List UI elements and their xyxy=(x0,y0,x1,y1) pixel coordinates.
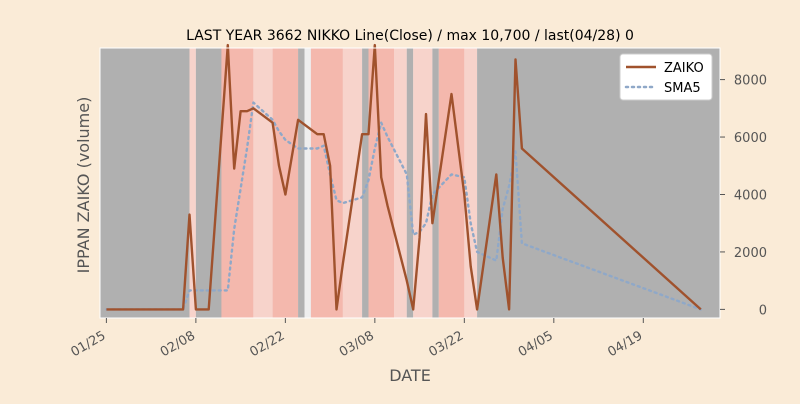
series-line-zaiko xyxy=(106,43,702,311)
band-mid-8 xyxy=(342,48,363,318)
series-lines xyxy=(105,43,702,311)
band-mid-4 xyxy=(253,48,273,318)
legend-zaiko-label: ZAIKO xyxy=(664,61,704,76)
band-high-7 xyxy=(310,48,343,318)
y-tick-label: 2000 xyxy=(734,246,767,261)
x-tick-label: 04/19 xyxy=(605,328,645,360)
x-tick-label: 01/25 xyxy=(68,328,108,360)
band-closed-12 xyxy=(406,48,414,318)
series-line-sma5 xyxy=(105,101,702,311)
band-closed-0 xyxy=(100,48,190,318)
x-axis-label: DATE xyxy=(389,366,431,385)
band-mid-1 xyxy=(189,48,196,318)
x-tick-label: 03/08 xyxy=(337,328,377,360)
y-tick-label: 8000 xyxy=(734,74,767,89)
band-closed-6 xyxy=(298,48,305,318)
y-axis: 0 2000 4000 6000 8000 xyxy=(720,74,767,318)
band-high-5 xyxy=(272,48,299,318)
x-tick-label: 02/22 xyxy=(247,328,287,360)
y-tick-label: 4000 xyxy=(734,188,767,203)
band-mid-11 xyxy=(394,48,407,318)
legend-sma5-label: SMA5 xyxy=(664,81,701,96)
y-axis-label: IPPAN ZAIKO (volume) xyxy=(74,97,93,274)
y-tick-label: 6000 xyxy=(734,131,767,146)
x-tick-label: 02/08 xyxy=(158,328,198,360)
chart-title: LAST YEAR 3662 NIKKO Line(Close) / max 1… xyxy=(186,28,634,44)
x-tick-label: 03/22 xyxy=(426,328,466,360)
band-mid-16 xyxy=(464,48,478,318)
x-tick-label: 04/05 xyxy=(516,328,556,360)
plot-frame xyxy=(99,47,721,319)
band-high-3 xyxy=(221,48,254,318)
legend: ZAIKO SMA5 xyxy=(619,53,713,101)
shaded-bands xyxy=(100,48,720,318)
band-closed-14 xyxy=(432,48,439,318)
x-axis: 01/25 02/08 02/22 03/08 03/22 04/05 04/19 xyxy=(68,318,645,360)
legend-box xyxy=(619,53,713,101)
y-tick-label: 0 xyxy=(759,303,767,318)
band-closed-9 xyxy=(362,48,369,318)
